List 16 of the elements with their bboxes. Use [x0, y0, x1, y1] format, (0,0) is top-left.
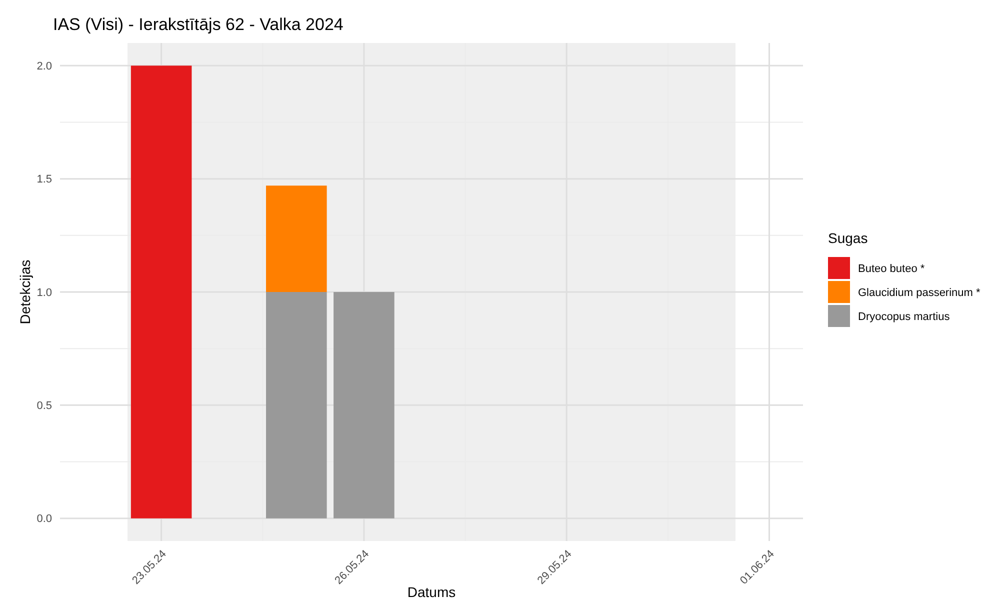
legend-label: Buteo buteo * — [858, 262, 926, 275]
bar — [266, 186, 327, 292]
legend-label: Glaucidium passerinum * — [858, 286, 981, 299]
bar — [130, 66, 192, 518]
y-tick-label: 1.5 — [36, 174, 52, 186]
legend-label: Dryocopus martius — [858, 310, 950, 323]
y-tick-label: 0.0 — [36, 513, 52, 526]
y-tick-label: 2.0 — [36, 60, 52, 72]
y-tick-label: 1.0 — [36, 286, 52, 299]
legend-title: Sugas — [828, 230, 868, 246]
bar — [334, 292, 394, 518]
bar — [266, 292, 327, 518]
x-axis-title: Datums — [407, 584, 456, 600]
y-axis-title: Detekcijas — [17, 260, 33, 324]
y-tick-label: 0.5 — [36, 400, 52, 412]
chart-title: IAS (Visi) - Ierakstītājs 62 - Valka 2024 — [53, 15, 344, 34]
